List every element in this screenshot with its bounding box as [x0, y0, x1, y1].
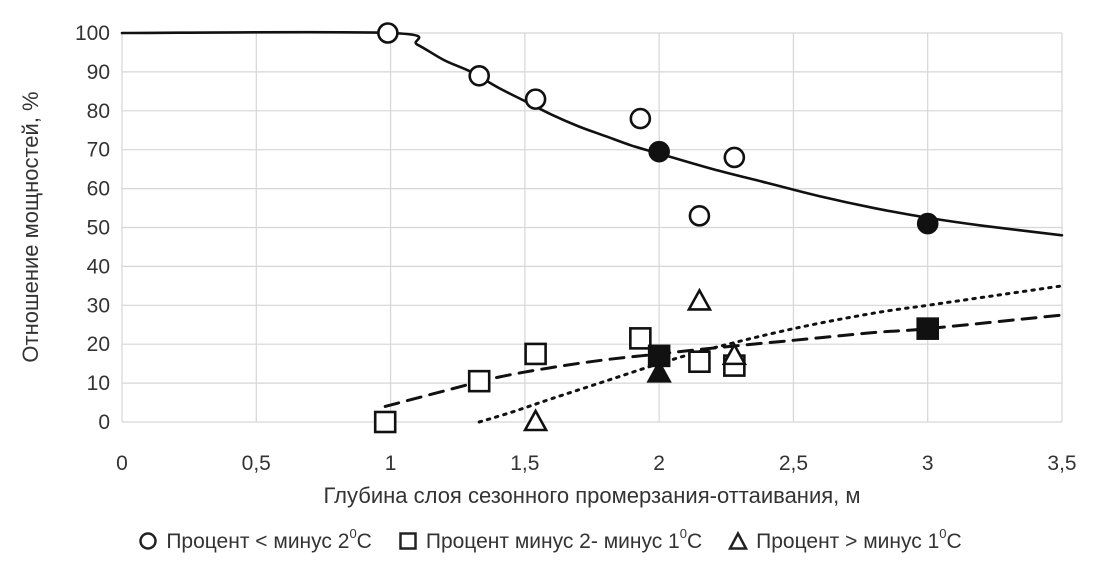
legend-label: Процент < минус 20С — [166, 526, 372, 553]
open-triangle-icon — [728, 531, 749, 550]
y-tick-label: 90 — [87, 61, 110, 84]
tick-labels: 0 10 20 30 40 50 60 70 80 90 100 0 0,5 1 1,5 2 2,5 3 3,5 — [75, 22, 1077, 475]
y-axis-title: Отношение мощностей, % — [18, 91, 43, 362]
filled-circle-marker — [648, 140, 670, 163]
open-circle-marker — [377, 22, 399, 44]
y-tick-label: 80 — [87, 100, 110, 123]
open-circle-marker — [468, 64, 491, 87]
trend-line-solid — [120, 30, 1064, 237]
open-square-marker — [629, 327, 652, 350]
y-tick-label: 30 — [87, 294, 110, 317]
x-tick-label: 0,5 — [242, 452, 271, 475]
x-tick-label: 3 — [922, 452, 934, 475]
open-circle-marker — [629, 107, 652, 130]
chart: 0 10 20 30 40 50 60 70 80 90 100 0 0,5 1 1,5 2 2,5 3 3,5 О… — [18, 22, 1077, 508]
legend-item-circle: Процент < минус 20С — [138, 526, 372, 554]
open-triangle-marker — [686, 287, 713, 311]
open-triangle-marker — [522, 408, 549, 432]
x-axis-title: Глубина слоя сезонного промерзания-оттаи… — [323, 483, 860, 508]
y-tick-label: 70 — [87, 139, 110, 162]
open-circle-marker — [723, 146, 746, 169]
x-tick-label: 1,5 — [510, 452, 539, 475]
open-square-marker — [688, 350, 711, 374]
x-tick-label: 2,5 — [779, 452, 808, 475]
y-tick-label: 40 — [87, 255, 110, 278]
legend-item-square: Процент минус 2- минус 10С — [398, 526, 703, 554]
trend-line-dotted — [477, 284, 1064, 424]
y-tick-label: 50 — [87, 217, 110, 240]
y-tick-label: 100 — [75, 22, 110, 45]
open-circle-marker — [688, 205, 711, 227]
filled-circle-marker — [916, 212, 939, 235]
legend-item-triangle: Процент > минус 10С — [728, 526, 962, 554]
open-square-icon — [399, 532, 417, 550]
open-square-marker — [467, 369, 491, 393]
legend-label: Процент > минус 10С — [756, 526, 962, 553]
open-circle-icon — [139, 532, 158, 550]
filled-square-marker — [916, 317, 940, 340]
y-tick-label: 10 — [87, 372, 110, 395]
legend: Процент < минус 20С Процент минус 2- мин… — [0, 521, 1100, 561]
data-markers — [373, 22, 940, 434]
y-tick-label: 20 — [87, 333, 110, 356]
x-tick-label: 3,5 — [1047, 452, 1076, 475]
legend-label: Процент минус 2- минус 10С — [425, 526, 703, 553]
y-tick-label: 60 — [87, 178, 110, 201]
open-square-marker — [524, 342, 547, 366]
x-tick-label: 0 — [116, 452, 128, 475]
y-tick-label: 0 — [98, 411, 110, 434]
open-square-marker — [373, 410, 397, 434]
open-triangle-marker — [721, 342, 748, 366]
x-tick-label: 1 — [385, 452, 397, 475]
x-tick-label: 2 — [653, 452, 665, 475]
filled-triangle-marker — [646, 359, 672, 383]
open-circle-marker — [524, 88, 547, 110]
